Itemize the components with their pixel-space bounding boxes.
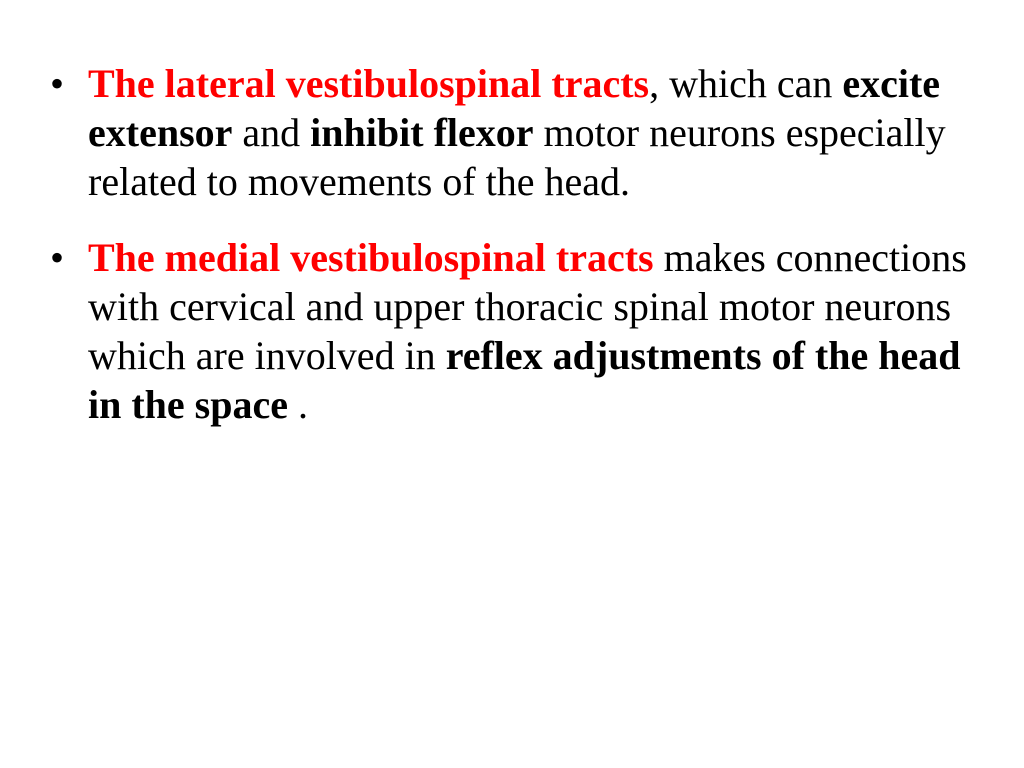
text-run: , which can (649, 61, 842, 106)
text-run: and (232, 110, 310, 155)
text-run: inhibit flexor (310, 110, 533, 155)
bullet-item: The medial vestibulospinal tracts makes … (40, 234, 984, 429)
bullet-item: The lateral vestibulospinal tracts, whic… (40, 60, 984, 206)
bullet-list: The lateral vestibulospinal tracts, whic… (40, 60, 984, 430)
slide: The lateral vestibulospinal tracts, whic… (0, 0, 1024, 768)
text-run: . (298, 382, 308, 427)
text-run: The lateral vestibulospinal tracts (88, 61, 649, 106)
text-run: The medial vestibulospinal tracts (88, 235, 654, 280)
